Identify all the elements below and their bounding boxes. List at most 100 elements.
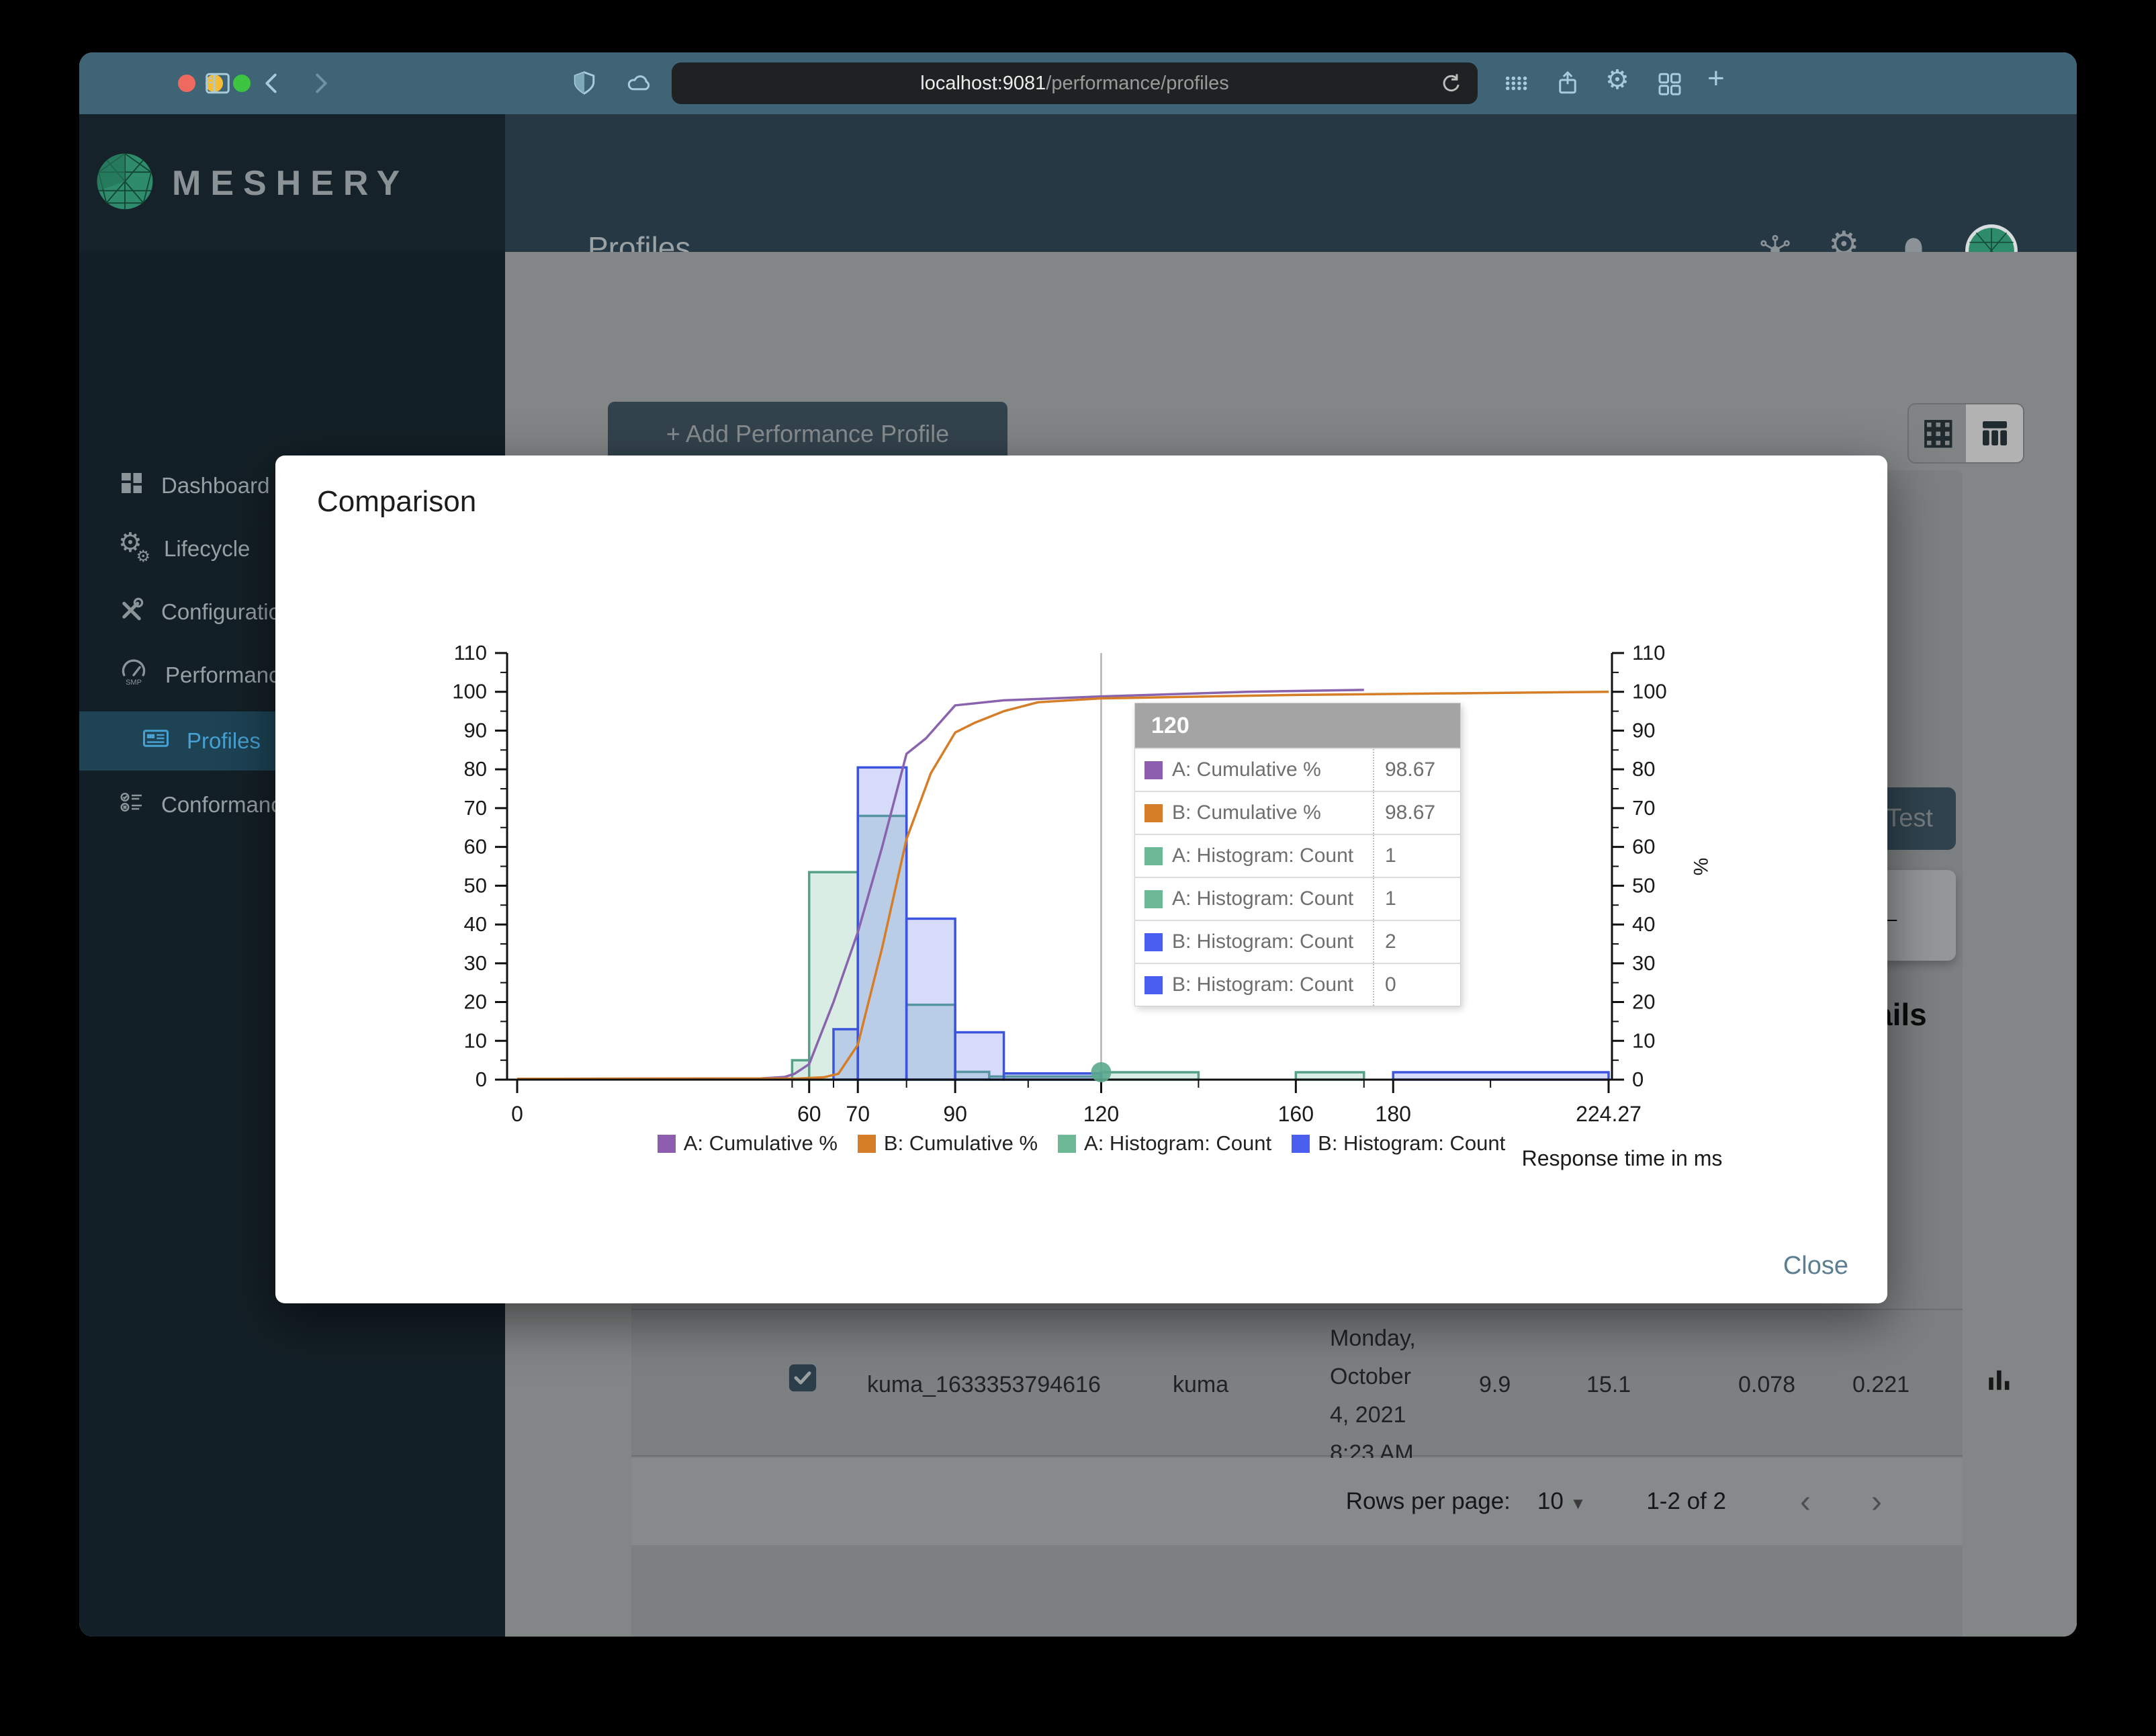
share-icon[interactable]	[1554, 70, 1581, 100]
svg-text:110: 110	[1632, 641, 1665, 664]
tooltip-row: A: Cumulative % 98.67	[1135, 748, 1460, 791]
series-color-swatch	[1144, 975, 1163, 994]
svg-text:60: 60	[1632, 835, 1655, 859]
tooltip-row: A: Histogram: Count 1	[1135, 834, 1460, 877]
grid-view-button[interactable]	[1909, 404, 1966, 462]
svg-text:50: 50	[1632, 873, 1655, 897]
brand-name: MESHERY	[172, 163, 410, 203]
sidebar-item-label: Configuration	[161, 599, 294, 624]
close-button[interactable]: Close	[1783, 1252, 1848, 1280]
tooltip-value: 98.67	[1385, 801, 1436, 824]
metric-value: 15.1	[1586, 1372, 1631, 1397]
speedometer-icon: SMP	[118, 658, 149, 693]
svg-text:70: 70	[846, 1102, 870, 1126]
extensions-grid-icon[interactable]	[1502, 70, 1530, 100]
tooltip-series-label: B: Histogram: Count	[1172, 973, 1354, 996]
add-performance-profile-button[interactable]: + Add Performance Profile	[608, 402, 1007, 466]
series-color-swatch	[1144, 932, 1163, 951]
sidebar-item-dashboard[interactable]: Dashboard	[79, 456, 505, 515]
sidebar-item-conformance[interactable]: Conformance	[79, 775, 505, 834]
metric-value: 9.9	[1479, 1372, 1511, 1397]
sidebar-item-label: Conformance	[161, 792, 295, 817]
profile-name: kuma_1633353794616	[867, 1372, 1101, 1397]
bar-chart-icon[interactable]	[1985, 1365, 2014, 1399]
series-color-swatch	[1144, 889, 1163, 908]
meshery-logo	[94, 150, 156, 216]
reload-icon[interactable]	[1439, 72, 1463, 101]
row-checkbox[interactable]	[787, 1362, 818, 1399]
svg-text:60: 60	[464, 835, 487, 859]
tooltip-series-label: A: Cumulative %	[1172, 758, 1321, 781]
tooltip-series-label: A: Histogram: Count	[1172, 887, 1354, 910]
pagination-bar: Rows per page: 10 ▼ 1-2 of 2 ‹ ›	[631, 1458, 1963, 1545]
conformance-checklist-icon	[118, 789, 145, 821]
svg-text:10: 10	[1632, 1029, 1655, 1052]
table-view-button[interactable]	[1966, 404, 2023, 462]
series-color-swatch	[1144, 804, 1163, 822]
rows-per-page-select[interactable]: 10 ▼	[1537, 1488, 1586, 1514]
mesh-name: kuma	[1173, 1372, 1229, 1397]
sidebar-item-lifecycle[interactable]: ⚙ ⚙ Lifecycle	[79, 519, 505, 578]
svg-text:0: 0	[476, 1068, 487, 1091]
legend-item[interactable]: A: Histogram: Count	[1058, 1131, 1271, 1156]
new-tab-icon[interactable]: +	[1707, 62, 1725, 95]
back-icon[interactable]	[259, 70, 286, 100]
svg-text:SMP: SMP	[126, 679, 142, 687]
sidebar-item-label: Performance	[165, 662, 292, 687]
metric-value: 0.078	[1738, 1372, 1796, 1397]
svg-text:80: 80	[464, 757, 487, 781]
svg-text:90: 90	[943, 1102, 967, 1126]
tooltip-value: 0	[1385, 973, 1396, 996]
legend-label: B: Cumulative %	[883, 1131, 1038, 1155]
svg-text:70: 70	[1632, 796, 1655, 820]
svg-text:20: 20	[464, 990, 487, 1014]
svg-text:0: 0	[1632, 1068, 1644, 1091]
legend-item[interactable]: B: Cumulative %	[857, 1131, 1038, 1156]
close-window-button[interactable]	[178, 75, 195, 92]
sidebar-item-label: Dashboard	[161, 473, 270, 498]
svg-text:90: 90	[464, 718, 487, 742]
legend-color-swatch	[657, 1134, 676, 1153]
tooltip-row: B: Histogram: Count 0	[1135, 963, 1460, 1006]
settings-gear-icon[interactable]: ⚙	[1605, 65, 1629, 95]
sidebar-item-label: Lifecycle	[164, 536, 251, 561]
next-page-button[interactable]: ›	[1871, 1483, 1882, 1520]
svg-text:30: 30	[464, 951, 487, 975]
forward-icon[interactable]	[306, 70, 333, 100]
chart-legend: A: Cumulative % B: Cumulative % A: Histogr…	[275, 1131, 1887, 1156]
zoom-window-button[interactable]	[233, 75, 251, 92]
svg-text:90: 90	[1632, 718, 1655, 742]
tooltip-value: 1	[1385, 844, 1396, 867]
svg-text:20: 20	[1632, 990, 1655, 1014]
legend-item[interactable]: A: Cumulative %	[657, 1131, 838, 1156]
cloud-icon[interactable]	[625, 70, 654, 100]
sidebar-toggle-icon[interactable]	[204, 70, 231, 100]
url-bar[interactable]: localhost:9081/performance/profiles	[672, 62, 1478, 104]
privacy-shield-icon[interactable]	[571, 70, 598, 100]
tab-overview-icon[interactable]	[1656, 70, 1683, 100]
table-row[interactable]: kuma_1633353794616 kuma Monday, October 4,…	[631, 1309, 2010, 1466]
series-color-swatch	[1144, 847, 1163, 865]
tooltip-row: B: Histogram: Count 2	[1135, 920, 1460, 963]
tooltip-value: 98.67	[1385, 758, 1436, 781]
modal-title: Comparison	[317, 485, 477, 518]
svg-text:120: 120	[1083, 1102, 1119, 1126]
svg-text:50: 50	[464, 873, 487, 897]
chevron-down-icon: ▼	[1570, 1495, 1586, 1513]
legend-color-swatch	[1292, 1134, 1310, 1153]
svg-text:30: 30	[1632, 951, 1655, 975]
tooltip-value: 2	[1385, 930, 1396, 953]
brand-block[interactable]: MESHERY	[79, 114, 505, 252]
previous-page-button[interactable]: ‹	[1800, 1483, 1811, 1520]
svg-text:40: 40	[1632, 912, 1655, 936]
svg-text:60: 60	[797, 1102, 821, 1126]
svg-text:10: 10	[464, 1029, 487, 1052]
legend-label: A: Histogram: Count	[1084, 1131, 1272, 1155]
svg-text:160: 160	[1278, 1102, 1314, 1126]
sidebar-item-configuration[interactable]: Configuration	[79, 582, 505, 642]
tooltip-series-label: B: Cumulative %	[1172, 801, 1321, 824]
legend-item[interactable]: B: Histogram: Count	[1292, 1131, 1505, 1156]
svg-text:Response time in ms: Response time in ms	[1522, 1146, 1723, 1170]
view-toggle-group	[1907, 403, 2024, 464]
sidebar-item-performance[interactable]: SMP Performance	[79, 646, 505, 705]
